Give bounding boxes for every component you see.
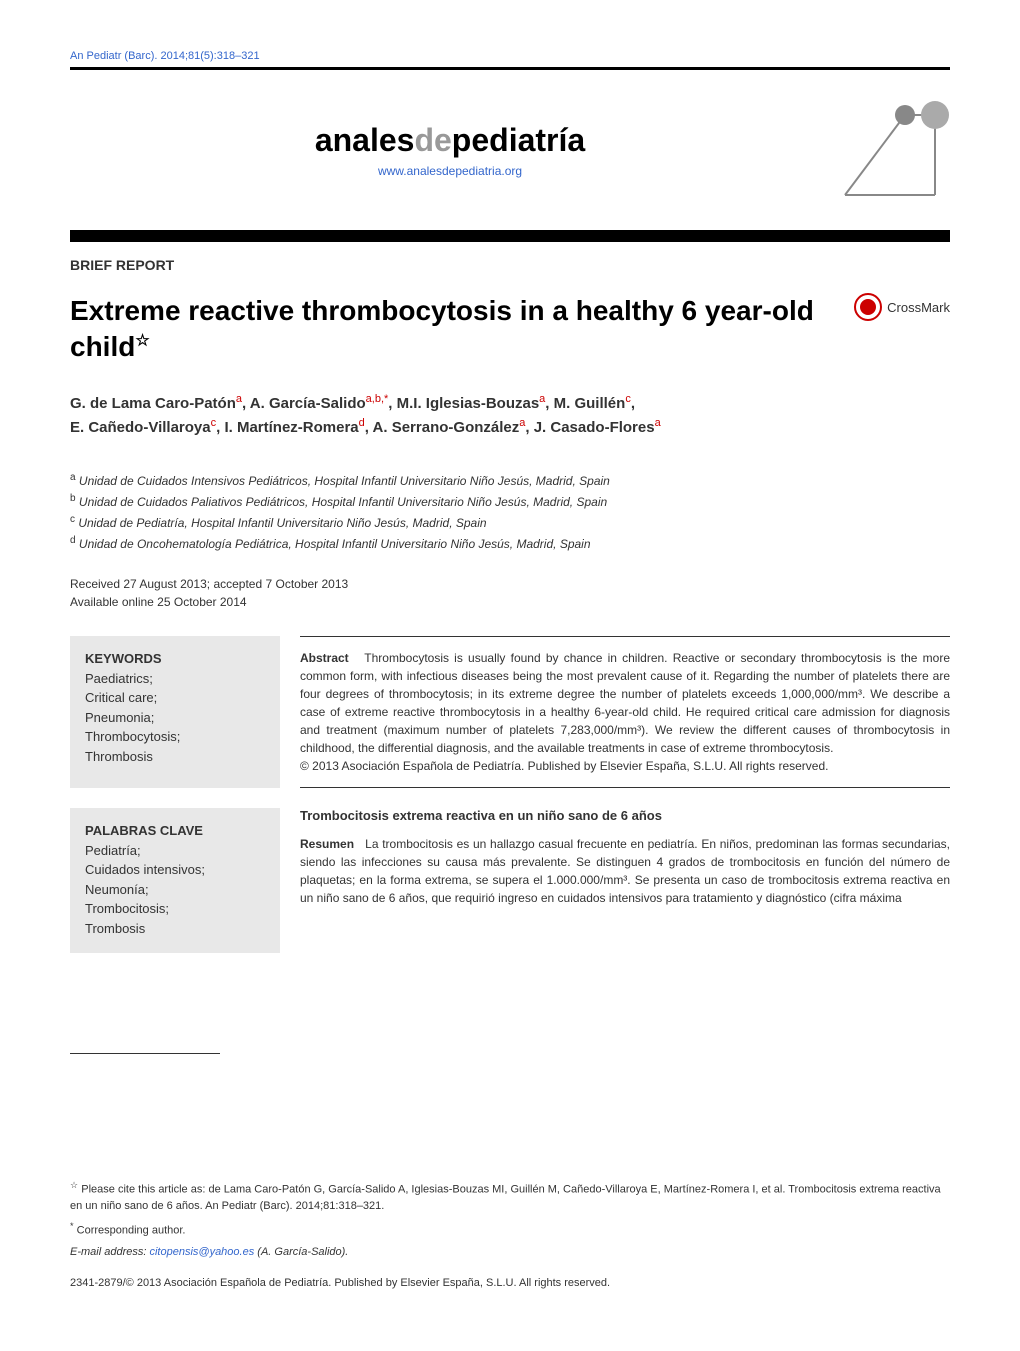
abstract-en-text: Abstract Thrombocytosis is usually found… [300,649,950,775]
crossmark-icon [854,293,882,321]
title-row: Extreme reactive thrombocytosis in a hea… [70,293,950,366]
author: , A. Serrano-González [365,419,519,436]
abstract-divider [300,787,950,788]
journal-title-block: analesdepediatría www.analesdepediatria.… [70,122,830,178]
affiliation-c: Unidad de Pediatría, Hospital Infantil U… [78,516,486,530]
affiliation-d: Unidad de Oncohematología Pediátrica, Ho… [79,537,591,551]
footer-divider [70,1053,220,1054]
abstract-label: Abstract [300,651,349,665]
footer-copyright: 2341-2879/© 2013 Asociación Española de … [70,1275,950,1292]
header-citation: An Pediatr (Barc). 2014;81(5):318–321 [70,50,950,70]
keywords-es-box: PALABRAS CLAVE Pediatría; Cuidados inten… [70,808,280,954]
abstract-es-content: Trombocitosis extrema reactiva en un niñ… [280,808,950,954]
journal-name-3: pediatría [452,122,585,158]
spanish-title: Trombocitosis extrema reactiva en un niñ… [300,808,950,823]
resumen-label: Resumen [300,837,354,851]
abstract-en-container: KEYWORDS Paediatrics; Critical care; Pne… [70,636,950,788]
keywords-es-list: Pediatría; Cuidados intensivos; Neumonía… [85,841,265,939]
footer-section: ☆ Please cite this article as: de Lama C… [70,1174,950,1292]
journal-url[interactable]: www.analesdepediatria.org [70,164,830,178]
email-note: E-mail address: citopensis@yahoo.es (A. … [70,1244,950,1261]
email-label: E-mail address: [70,1246,146,1258]
abstract-es-text: Resumen La trombocitosis es un hallazgo … [300,835,950,907]
abstract-es-container: PALABRAS CLAVE Pediatría; Cuidados inten… [70,808,950,954]
abstract-en-content: Abstract Thrombocytosis is usually found… [280,636,950,788]
section-type: BRIEF REPORT [70,257,950,273]
citation-note: ☆ Please cite this article as: de Lama C… [70,1179,950,1215]
journal-name-2: de [414,122,451,158]
journal-name-1: anales [315,122,415,158]
author: , M.I. Iglesias-Bouzas [388,395,539,412]
abstract-body: Thrombocytosis is usually found by chanc… [300,651,950,755]
corresponding-note: * Corresponding author. [70,1220,950,1239]
keywords-en-list: Paediatrics; Critical care; Pneumonia; T… [85,669,265,767]
author: E. Cañedo-Villaroya [70,419,211,436]
email-link[interactable]: citopensis@yahoo.es [149,1246,254,1258]
journal-header: analesdepediatría www.analesdepediatria.… [70,90,950,210]
author: , M. Guillén [545,395,625,412]
affiliations: a Unidad de Cuidados Intensivos Pediátri… [70,470,950,555]
keywords-es-title: PALABRAS CLAVE [85,823,265,838]
author: , I. Martínez-Romera [216,419,359,436]
online-date: Available online 25 October 2014 [70,593,950,611]
author: , [631,395,635,412]
author: , J. Casado-Flores [525,419,654,436]
keywords-en-title: KEYWORDS [85,651,265,666]
abstract-divider [300,636,950,637]
keywords-en-box: KEYWORDS Paediatrics; Critical care; Pne… [70,636,280,788]
crossmark-badge[interactable]: CrossMark [854,293,950,321]
resumen-body: La trombocitosis es un hallazgo casual f… [300,837,950,905]
email-author: (A. García-Salido). [257,1246,348,1258]
journal-title: analesdepediatría [70,122,830,159]
author-sup: a,b,* [366,393,389,405]
dates: Received 27 August 2013; accepted 7 Octo… [70,575,950,611]
crossmark-text: CrossMark [887,300,950,315]
title-text: Extreme reactive thrombocytosis in a hea… [70,295,814,362]
corresponding-text: Corresponding author. [77,1224,186,1236]
abstract-copyright: © 2013 Asociación Española de Pediatría.… [300,759,828,773]
authors: G. de Lama Caro-Patón a , A. García-Salido… [70,391,950,440]
title-star: ☆ [135,333,149,350]
article-title: Extreme reactive thrombocytosis in a hea… [70,293,834,366]
received-date: Received 27 August 2013; accepted 7 Octo… [70,575,950,593]
author-sup: a [655,417,661,429]
affiliation-a: Unidad de Cuidados Intensivos Pediátrico… [79,474,610,488]
divider-bar [70,230,950,242]
author: , A. García-Salido [242,395,366,412]
journal-logo [830,90,950,210]
affiliation-b: Unidad de Cuidados Paliativos Pediátrico… [79,495,607,509]
citation-note-text: Please cite this article as: de Lama Car… [70,1184,941,1213]
author: G. de Lama Caro-Patón [70,395,236,412]
